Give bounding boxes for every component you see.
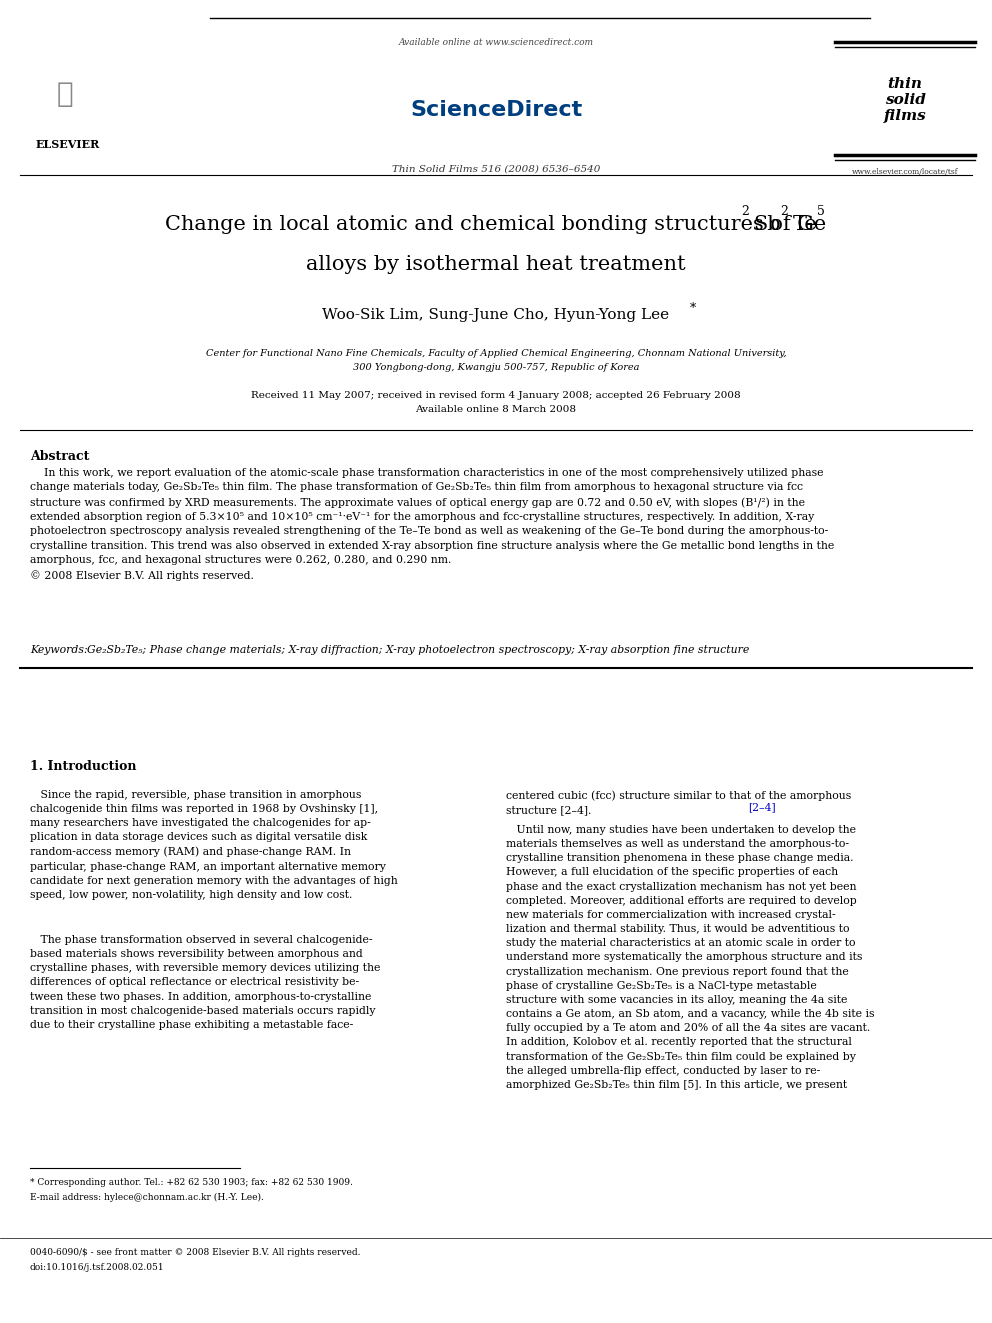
Text: Sb: Sb (753, 216, 781, 234)
Text: ELSEVIER: ELSEVIER (36, 139, 100, 149)
Text: Received 11 May 2007; received in revised form 4 January 2008; accepted 26 Febru: Received 11 May 2007; received in revise… (251, 390, 741, 400)
Text: 2: 2 (780, 205, 788, 218)
Text: Thin Solid Films 516 (2008) 6536–6540: Thin Solid Films 516 (2008) 6536–6540 (392, 165, 600, 175)
Text: 2: 2 (741, 205, 749, 218)
Text: centered cubic (fcc) structure similar to that of the amorphous
structure [2–4].: centered cubic (fcc) structure similar t… (506, 790, 851, 815)
Text: Keywords:: Keywords: (30, 646, 91, 655)
Text: *: * (690, 302, 696, 315)
Text: doi:10.1016/j.tsf.2008.02.051: doi:10.1016/j.tsf.2008.02.051 (30, 1263, 165, 1271)
Text: 1. Introduction: 1. Introduction (30, 759, 137, 773)
Text: 0040-6090/$ - see front matter © 2008 Elsevier B.V. All rights reserved.: 0040-6090/$ - see front matter © 2008 El… (30, 1248, 360, 1257)
Text: Since the rapid, reversible, phase transition in amorphous
chalcogenide thin fil: Since the rapid, reversible, phase trans… (30, 790, 398, 900)
Text: ScienceDirect: ScienceDirect (410, 101, 582, 120)
Text: Change in local atomic and chemical bonding structures of Ge: Change in local atomic and chemical bond… (166, 216, 826, 234)
Text: [2–4]: [2–4] (748, 802, 776, 812)
Text: www.elsevier.com/locate/tsf: www.elsevier.com/locate/tsf (852, 168, 958, 176)
Text: thin
solid
films: thin solid films (884, 77, 927, 123)
Text: alloys by isothermal heat treatment: alloys by isothermal heat treatment (307, 255, 685, 274)
Text: Abstract: Abstract (30, 450, 89, 463)
Text: Ge₂Sb₂Te₅; Phase change materials; X-ray diffraction; X-ray photoelectron spectr: Ge₂Sb₂Te₅; Phase change materials; X-ray… (87, 646, 749, 655)
Text: The phase transformation observed in several chalcogenide-
based materials shows: The phase transformation observed in sev… (30, 935, 380, 1031)
Text: Woo-Sik Lim, Sung-June Cho, Hyun-Yong Lee: Woo-Sik Lim, Sung-June Cho, Hyun-Yong Le… (322, 308, 670, 321)
Text: Available online 8 March 2008: Available online 8 March 2008 (416, 406, 576, 414)
Text: 🌳: 🌳 (57, 79, 73, 108)
Text: Center for Functional Nano Fine Chemicals, Faculty of Applied Chemical Engineeri: Center for Functional Nano Fine Chemical… (205, 348, 787, 357)
Text: Available online at www.sciencedirect.com: Available online at www.sciencedirect.co… (399, 38, 593, 48)
Text: * Corresponding author. Tel.: +82 62 530 1903; fax: +82 62 530 1909.: * Corresponding author. Tel.: +82 62 530… (30, 1177, 353, 1187)
Text: E-mail address: hylece@chonnam.ac.kr (H.-Y. Lee).: E-mail address: hylece@chonnam.ac.kr (H.… (30, 1193, 264, 1203)
Text: 5: 5 (817, 205, 825, 218)
Text: 300 Yongbong-dong, Kwangju 500-757, Republic of Korea: 300 Yongbong-dong, Kwangju 500-757, Repu… (353, 364, 639, 373)
Text: Until now, many studies have been undertaken to develop the
materials themselves: Until now, many studies have been undert… (506, 826, 875, 1090)
Text: Te: Te (793, 216, 817, 234)
Text: In this work, we report evaluation of the atomic-scale phase transformation char: In this work, we report evaluation of th… (30, 468, 834, 581)
